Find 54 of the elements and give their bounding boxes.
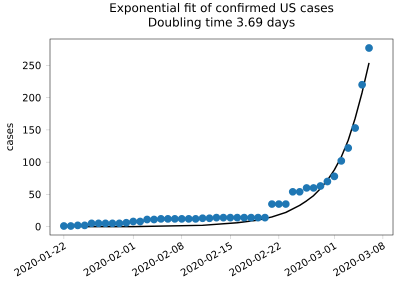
point <box>233 214 242 222</box>
point <box>157 215 165 223</box>
chart-title: Exponential fit of confirmed US cases <box>110 2 334 15</box>
point <box>108 220 116 228</box>
point <box>164 215 172 223</box>
point <box>351 124 360 132</box>
point <box>310 184 318 192</box>
point <box>74 221 82 230</box>
point <box>330 172 338 180</box>
point <box>66 222 75 230</box>
point <box>274 200 283 208</box>
point <box>240 214 248 222</box>
point <box>102 220 110 228</box>
point <box>184 215 193 223</box>
point <box>170 215 179 223</box>
point <box>122 218 130 227</box>
y-tick-label: 50 <box>29 190 41 198</box>
point <box>247 214 255 222</box>
point <box>288 188 297 196</box>
point <box>282 200 290 208</box>
y-tick-label: 100 <box>23 158 41 166</box>
point <box>344 144 352 152</box>
point <box>94 220 102 228</box>
y-axis-title: cases <box>7 123 14 151</box>
chart-subtitle: Doubling time 3.69 days <box>149 17 295 29</box>
point <box>324 178 332 186</box>
point <box>206 214 214 222</box>
point <box>60 222 68 230</box>
point <box>192 215 200 223</box>
point <box>80 221 89 230</box>
point <box>115 220 124 228</box>
y-tick-label: 250 <box>22 62 41 70</box>
point <box>143 216 151 224</box>
point <box>212 214 220 222</box>
point <box>261 214 269 222</box>
point <box>226 214 234 222</box>
point <box>337 156 346 165</box>
point <box>302 184 310 192</box>
y-tick-label: 200 <box>22 94 41 102</box>
point <box>150 216 158 224</box>
point <box>129 218 138 226</box>
point <box>365 44 373 52</box>
point <box>316 182 324 190</box>
point <box>136 218 144 226</box>
point <box>268 200 276 208</box>
point <box>220 214 228 222</box>
y-tick-label: 150 <box>23 126 41 134</box>
point <box>178 215 186 223</box>
point <box>198 214 206 222</box>
point <box>254 214 262 222</box>
point <box>88 220 96 228</box>
point <box>296 188 304 196</box>
y-tick-label: 0 <box>36 222 41 230</box>
point <box>358 80 366 89</box>
